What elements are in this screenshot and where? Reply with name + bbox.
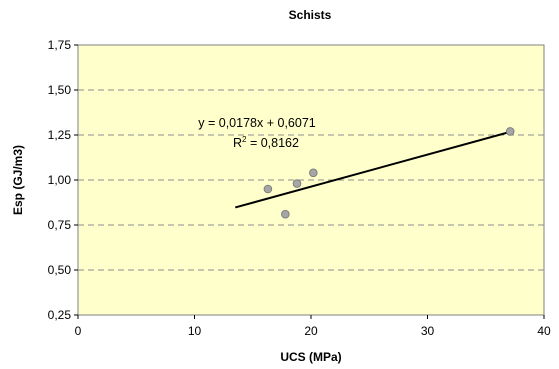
y-tick-label: 0,75	[48, 218, 72, 232]
data-point	[505, 127, 515, 136]
x-tick-label: 30	[421, 324, 435, 338]
gridlines	[78, 89, 544, 271]
r2-value: = 0,8162	[246, 136, 299, 150]
data-points	[263, 127, 515, 219]
x-tick-label: 20	[304, 324, 318, 338]
y-axis-ticks: 0,25 0,50 0,75 1,00 1,25 1,50 1,75	[48, 38, 78, 322]
data-point	[281, 209, 290, 219]
trendline	[235, 130, 511, 209]
x-tick-label: 0	[75, 324, 82, 338]
r2-prefix: R	[233, 136, 242, 150]
data-point	[309, 168, 318, 178]
x-tick-label: 10	[188, 324, 202, 338]
y-axis-title: Esp (GJ/m3)	[11, 145, 25, 215]
r-squared-label: R2 = 0,8162	[233, 135, 299, 150]
y-tick-label: 1,25	[48, 128, 72, 142]
trendline-group	[235, 130, 511, 209]
chart-title: Schists	[289, 8, 332, 22]
y-tick-label: 1,00	[48, 173, 72, 187]
data-point	[263, 184, 273, 194]
y-tick-label: 0,50	[48, 263, 72, 277]
x-axis-ticks: 0 10 20 30 40	[75, 315, 551, 338]
x-tick-label: 40	[537, 324, 551, 338]
y-tick-label: 0,25	[48, 308, 72, 322]
trendline-equation: y = 0,0178x + 0,6071	[198, 116, 316, 130]
x-axis-title: UCS (MPa)	[280, 350, 341, 364]
y-tick-label: 1,50	[48, 83, 72, 97]
r2-superscript: 2	[242, 135, 247, 144]
y-tick-label: 1,75	[48, 38, 72, 52]
data-point	[292, 179, 302, 188]
